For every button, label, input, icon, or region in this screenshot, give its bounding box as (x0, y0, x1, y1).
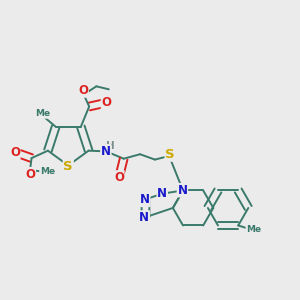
Text: Me: Me (246, 225, 261, 234)
Text: S: S (64, 160, 73, 173)
Text: N: N (157, 187, 167, 200)
Text: N: N (101, 145, 111, 158)
Text: O: O (78, 84, 88, 97)
Text: O: O (26, 168, 35, 181)
Text: N: N (140, 211, 149, 224)
Text: Me: Me (35, 109, 50, 118)
Text: N: N (177, 184, 188, 197)
Text: S: S (165, 148, 175, 161)
Text: O: O (101, 97, 111, 110)
Text: Me: Me (40, 167, 55, 176)
Text: O: O (10, 146, 20, 159)
Text: N: N (140, 194, 150, 206)
Text: H: H (106, 141, 114, 151)
Text: O: O (114, 171, 124, 184)
